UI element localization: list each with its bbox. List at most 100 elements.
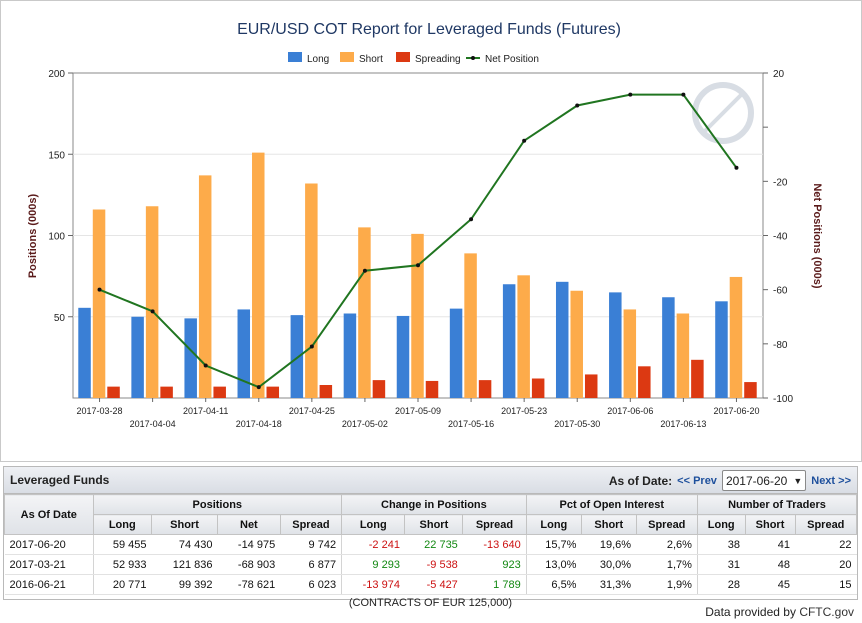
right-tick-label-1: -80 <box>773 340 788 351</box>
cell-pct-long: 13,0% <box>526 554 582 575</box>
watermark-slash <box>701 91 745 135</box>
x-tick-label-4: 2017-04-25 <box>289 406 335 416</box>
sub-pos-short: Short <box>151 514 219 535</box>
right-tick-label-2: -60 <box>773 286 788 297</box>
right-axis-title: Net Positions (000s) <box>811 183 823 288</box>
bar-spreading-9 <box>584 374 598 398</box>
header-pct: Pct of Open Interest <box>525 494 698 515</box>
provided-by-label: Data provided by <box>705 605 796 619</box>
legend-label-0: Long <box>307 54 329 65</box>
net-position-point-0 <box>97 287 102 292</box>
cell-pos-long: 52 933 <box>93 554 152 575</box>
cell-tr-spread: 22 <box>795 534 857 555</box>
cell-chg-short: -9 538 <box>404 554 463 575</box>
left-tick-label-1: 100 <box>48 232 65 243</box>
bar-spreading-0 <box>107 386 120 398</box>
cell-pos-spread: 6 877 <box>280 554 343 575</box>
net-position-point-1 <box>150 309 155 314</box>
cell-pct-spread: 2,6% <box>636 534 698 555</box>
legend-swatch-2 <box>396 52 410 62</box>
next-link[interactable]: Next >> <box>811 474 851 487</box>
left-axis-title: Positions (000s) <box>27 193 39 278</box>
bar-long-2 <box>184 318 197 398</box>
left-tick-label-0: 50 <box>54 313 66 324</box>
bar-short-1 <box>145 206 159 398</box>
cell-tr-long: 28 <box>697 574 745 595</box>
sub-chg-spread: Spread <box>462 514 527 535</box>
bar-short-11 <box>676 313 690 398</box>
left-tick-label-2: 150 <box>48 150 65 161</box>
bar-long-8 <box>502 284 516 398</box>
cell-pos-net: -68 903 <box>217 554 281 575</box>
bar-long-0 <box>78 307 91 398</box>
as-of-controls: As of Date: << Prev 2017-06-20 ▼ Next >> <box>609 470 851 491</box>
sub-tr-long: Long <box>696 514 746 535</box>
cell-pct-short: 31,3% <box>581 574 637 595</box>
bar-long-1 <box>131 316 144 398</box>
cell-date: 2016-06-21 <box>4 574 94 595</box>
bar-spreading-11 <box>691 359 704 398</box>
bar-short-7 <box>464 253 477 398</box>
net-position-point-12 <box>734 165 739 170</box>
cell-pos-net: -14 975 <box>217 534 281 555</box>
legend-swatch-0 <box>288 52 302 62</box>
sub-chg-short: Short <box>404 514 464 535</box>
bar-short-2 <box>198 175 212 398</box>
bar-long-10 <box>609 292 622 398</box>
x-tick-label-8: 2017-05-23 <box>501 406 547 416</box>
cell-chg-short: 22 735 <box>404 534 463 555</box>
cell-date: 2017-06-20 <box>4 534 94 555</box>
cell-pos-short: 74 430 <box>151 534 218 555</box>
cell-tr-short: 45 <box>745 574 796 595</box>
sub-tr-spread: Spread <box>794 514 858 535</box>
cell-pct-short: 30,0% <box>581 554 637 575</box>
prev-link[interactable]: << Prev <box>677 474 717 487</box>
x-tick-label-3: 2017-04-18 <box>236 419 282 429</box>
x-tick-label-2: 2017-04-11 <box>183 406 228 416</box>
sub-pct-spread: Spread <box>635 514 698 535</box>
cell-pos-short: 99 392 <box>151 574 218 595</box>
bar-short-0 <box>92 209 106 398</box>
cell-tr-long: 38 <box>697 534 745 555</box>
bar-short-5 <box>358 227 371 398</box>
net-position-point-10 <box>628 92 633 97</box>
cell-tr-short: 48 <box>745 554 796 575</box>
legend-label-2: Spreading <box>415 54 461 65</box>
cell-pos-net: -78 621 <box>217 574 281 595</box>
cell-date: 2017-03-21 <box>4 554 94 575</box>
leveraged-funds-panel: Leveraged Funds As of Date: << Prev 2017… <box>3 466 858 609</box>
cell-pos-spread: 6 023 <box>280 574 343 595</box>
cell-chg-short: -5 427 <box>404 574 463 595</box>
right-tick-label-0: -100 <box>773 394 793 405</box>
bar-long-4 <box>290 315 304 398</box>
right-tick-label-3: -40 <box>773 232 788 243</box>
cell-chg-long: -13 974 <box>341 574 405 595</box>
sub-pos-net: Net <box>217 514 281 535</box>
x-tick-label-12: 2017-06-20 <box>713 406 759 416</box>
net-position-point-7 <box>469 217 474 222</box>
bar-short-8 <box>517 275 530 398</box>
date-select[interactable]: 2017-06-20 ▼ <box>721 470 807 491</box>
bar-long-12 <box>715 301 728 398</box>
bar-short-6 <box>411 233 424 398</box>
legend-marker-3 <box>471 56 475 60</box>
net-position-point-9 <box>575 103 580 108</box>
cell-pct-long: 6,5% <box>526 574 582 595</box>
sub-pct-short: Short <box>580 514 637 535</box>
table-row: 2017-03-21 52 933 121 836 -68 903 6 877 … <box>4 554 857 575</box>
bar-spreading-2 <box>213 386 226 398</box>
x-tick-label-9: 2017-05-30 <box>554 419 600 429</box>
panel-title: Leveraged Funds <box>10 473 110 487</box>
cftc-link[interactable]: CFTC.gov <box>799 605 854 619</box>
sub-pct-long: Long <box>525 514 582 535</box>
data-provided-by: Data provided by CFTC.gov <box>705 605 854 619</box>
bar-spreading-10 <box>638 366 651 398</box>
bar-short-9 <box>570 290 583 398</box>
bar-short-12 <box>729 276 743 398</box>
sub-tr-short: Short <box>744 514 796 535</box>
bar-long-9 <box>555 281 569 398</box>
cell-tr-spread: 15 <box>795 574 857 595</box>
table-row: 2016-06-21 20 771 99 392 -78 621 6 023 -… <box>4 574 857 595</box>
sub-pos-spread: Spread <box>279 514 343 535</box>
chart-title: EUR/USD COT Report for Leveraged Funds (… <box>237 21 621 38</box>
